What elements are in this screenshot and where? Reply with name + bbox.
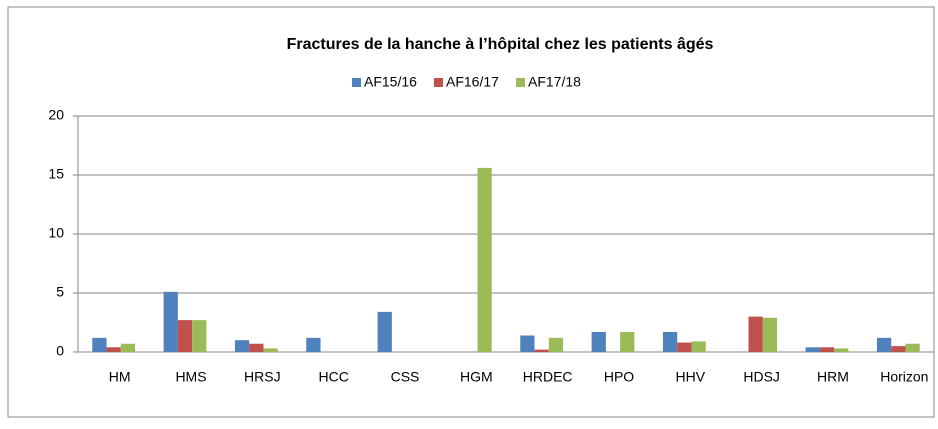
x-tick-label: HRDEC: [523, 369, 573, 385]
bar: [834, 348, 849, 352]
x-tick-label: HRM: [817, 369, 849, 385]
chart-frame: [7, 6, 935, 418]
x-tick-label: HPO: [604, 369, 634, 385]
x-tick-label: CSS: [391, 369, 420, 385]
bar: [591, 331, 606, 352]
bar: [177, 320, 193, 352]
bar: [163, 291, 178, 352]
bar: [377, 311, 392, 352]
bar: [234, 340, 250, 352]
legend-label: AF15/16: [364, 74, 417, 90]
bar: [691, 341, 706, 352]
x-tick-label: HMS: [175, 369, 206, 385]
bar: [477, 167, 492, 352]
bar: [748, 316, 763, 352]
bar: [876, 337, 892, 352]
bar: [92, 337, 107, 352]
bar: [106, 347, 121, 352]
legend-swatch: [516, 78, 525, 87]
x-tick-label: HDSJ: [743, 369, 780, 385]
x-tick-label: HRSJ: [244, 369, 281, 385]
x-tick-label: HM: [109, 369, 131, 385]
bar: [534, 349, 549, 352]
bar: [520, 335, 535, 352]
y-tick-label: 10: [48, 225, 64, 241]
bar: [263, 348, 278, 352]
bar: [762, 317, 778, 352]
bar: [677, 342, 692, 352]
y-tick-label: 5: [56, 284, 64, 300]
bar: [548, 337, 564, 352]
bar: [249, 343, 264, 352]
bar: [306, 337, 321, 352]
x-tick-label: Horizon: [880, 369, 928, 385]
bar: [620, 331, 635, 352]
legend-label: AF16/17: [446, 74, 499, 90]
bar: [662, 331, 678, 352]
x-tick-label: HHV: [676, 369, 706, 385]
chart-title: Fractures de la hanche à l’hôpital chez …: [287, 36, 714, 53]
y-tick-label: 15: [48, 166, 64, 182]
y-tick-label: 20: [48, 107, 64, 123]
bar: [891, 346, 906, 352]
bar: [805, 347, 820, 352]
bar: [192, 320, 207, 352]
legend-label: AF17/18: [528, 74, 581, 90]
y-tick-label: 0: [56, 343, 64, 359]
legend-swatch: [434, 78, 443, 87]
legend-swatch: [352, 78, 361, 87]
x-tick-label: HCC: [318, 369, 348, 385]
bar: [120, 343, 136, 352]
bar: [819, 347, 835, 352]
x-tick-label: HGM: [460, 369, 493, 385]
bar: [905, 343, 920, 352]
